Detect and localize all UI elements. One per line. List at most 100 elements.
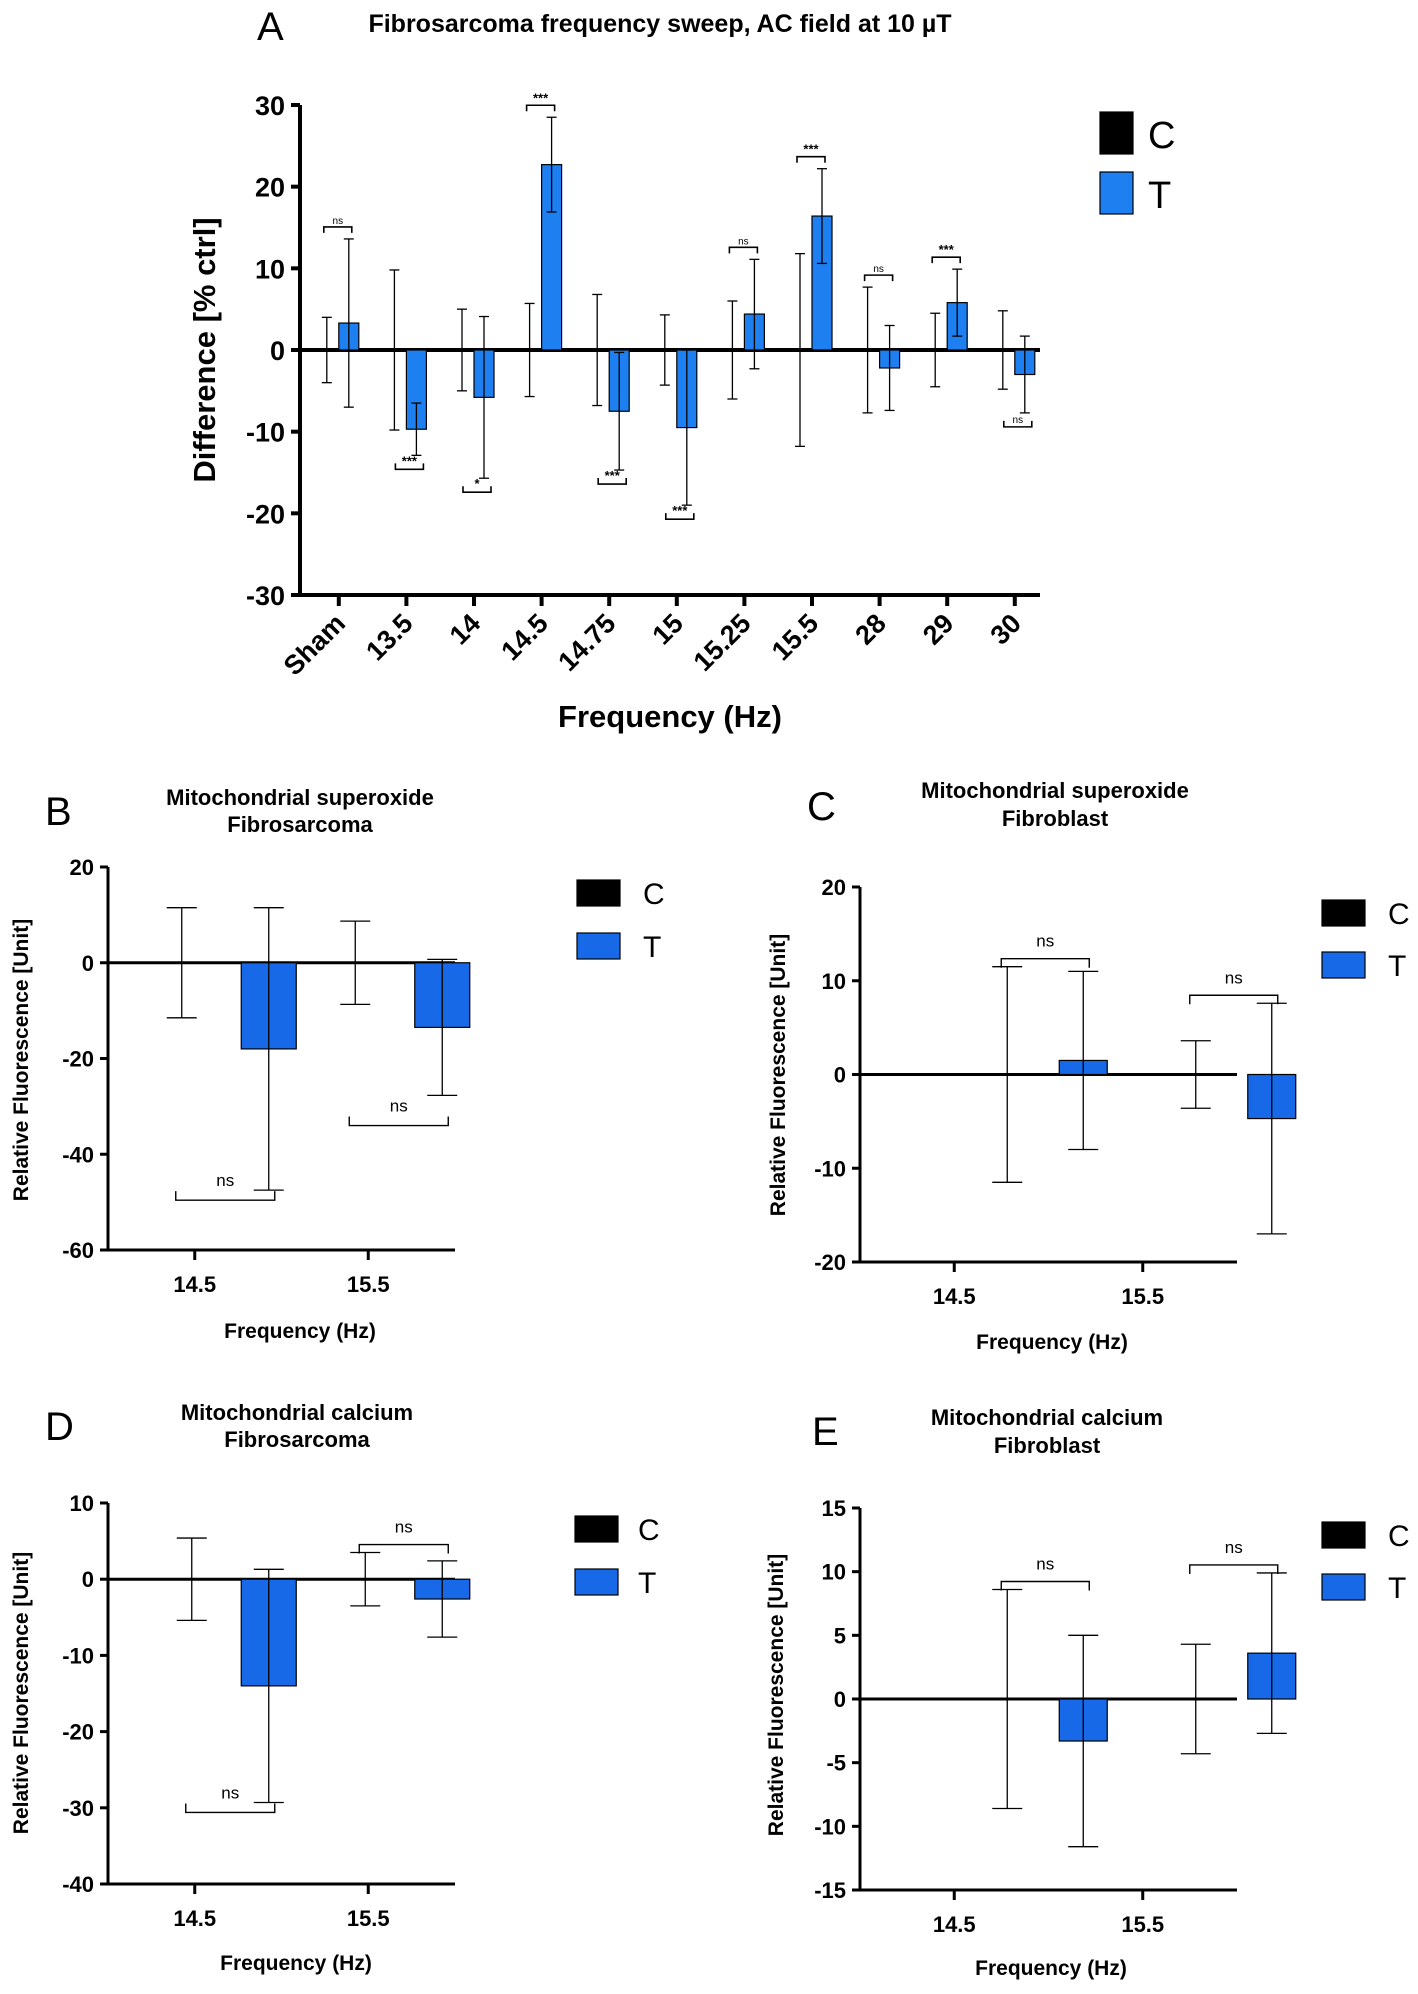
y-tick-label: -5 [826,1751,846,1776]
significance-label: ns [221,1783,239,1802]
significance-label: ns [1225,1538,1243,1557]
chart-title-line-2: Fibrosarcoma [224,1427,370,1452]
legend-label-treated: T [1388,1572,1406,1605]
significance-label: *** [402,453,418,468]
chart-title-line-2: Fibroblast [1002,806,1109,831]
x-tick-label: 29 [917,608,959,650]
significance-label: *** [803,142,819,157]
legend-label-treated: T [643,931,661,964]
chart-title: Fibrosarcoma frequency sweep, AC field a… [368,10,951,38]
y-axis-title: Relative Fluorescence [Unit] [765,1554,788,1836]
panel-a: A Fibrosarcoma frequency sweep, AC field … [187,5,1175,734]
y-tick-label: 20 [822,875,846,900]
x-axis-title: Frequency (Hz) [220,1952,372,1975]
significance-label: *** [939,242,955,257]
y-tick-label: 10 [70,1491,94,1516]
legend-label-treated: T [638,1567,656,1600]
y-tick-label: -20 [246,499,285,529]
y-tick-label: 5 [834,1623,846,1648]
y-tick-label: 10 [255,254,285,284]
significance-bracket [323,226,353,233]
y-axis-title: Difference [% ctrl] [187,217,222,482]
chart-title-line-2: Fibrosarcoma [227,812,373,837]
y-tick-label: 0 [834,1687,846,1712]
y-tick-label: -20 [814,1250,846,1275]
legend-label-treated: T [1148,175,1171,217]
legend-label-treated: T [1388,950,1406,983]
x-axis-title: Frequency (Hz) [558,699,782,734]
x-tick-label: 15.5 [347,1272,390,1297]
y-axis-title: Relative Fluorescence [Unit] [10,919,33,1201]
x-tick-label: 15.25 [688,608,757,677]
x-axis-title: Frequency (Hz) [975,1957,1127,1980]
x-tick-label: 14.5 [933,1284,976,1309]
y-tick-label: 0 [82,1567,94,1592]
significance-bracket [931,256,961,264]
y-tick-label: -20 [62,1720,94,1745]
chart-title-line-1: Mitochondrial superoxide [921,778,1189,803]
significance-label: ns [738,236,749,247]
legend-label-control: C [1388,898,1410,931]
y-tick-label: -40 [62,1872,94,1897]
x-tick-label: 13.5 [360,608,418,666]
y-tick-label: 10 [822,969,846,994]
panel-letter: A [257,5,284,49]
x-tick-label: 14.5 [173,1906,216,1931]
x-axis-title: Frequency (Hz) [224,1320,376,1343]
chart-title-line-1: Mitochondrial calcium [181,1400,413,1425]
significance-bracket [348,1116,449,1127]
y-tick-label: 10 [822,1560,846,1585]
y-tick-label: 15 [822,1496,846,1521]
legend-swatch-treated [576,932,621,960]
y-tick-label: -15 [814,1878,846,1903]
significance-label: ns [1036,932,1054,951]
significance-bracket [525,104,556,112]
legend: CT [1321,1520,1410,1605]
significance-label: ns [395,1518,413,1537]
significance-bracket [1003,420,1033,428]
significance-bracket [863,274,894,282]
panel-letter: B [45,790,72,834]
panel-c: C Mitochondrial superoxide Fibroblast 20 10 0… [767,778,1410,1354]
legend-swatch-control [1099,111,1134,155]
legend-label-control: C [643,878,665,911]
chart-title-line-2: Fibroblast [994,1433,1101,1458]
x-tick-label: 30 [985,608,1027,650]
significance-bracket [394,463,425,471]
significance-label: ns [1036,1554,1054,1573]
legend-swatch-control [1321,899,1366,927]
significance-bracket [665,513,695,520]
legend-swatch-control [1321,1521,1366,1549]
y-tick-label: 0 [82,951,94,976]
significance-bracket [796,155,826,163]
significance-bracket [1189,994,1279,1005]
panel-e: E Mitochondrial calcium Fibroblast 15 10 5 0 -5… [765,1405,1410,1980]
y-tick-label: -10 [62,1643,94,1668]
x-tick-label: 14.5 [933,1912,976,1937]
legend-swatch-treated [1321,951,1366,979]
y-tick-label: -20 [62,1047,94,1072]
significance-bracket [1000,1580,1090,1591]
significance-label: ns [333,216,344,227]
significance-bracket [1189,1564,1279,1574]
legend-swatch-control [574,1515,619,1543]
panel-letter: D [45,1405,74,1449]
legend-label-control: C [1388,1520,1410,1553]
significance-label: *** [533,90,549,105]
x-tick-label: 14.75 [552,608,621,677]
significance-label: ns [1225,968,1243,987]
x-tick-label: Sham [278,608,351,681]
x-tick-label: 15.5 [1121,1912,1164,1937]
y-tick-label: -40 [62,1142,94,1167]
y-tick-label: 20 [255,173,285,203]
y-tick-label: -60 [62,1238,94,1263]
panel-letter: C [807,785,836,829]
y-tick-label: -10 [814,1814,846,1839]
x-tick-label: 15.5 [766,608,824,666]
x-tick-label: 14.5 [173,1272,216,1297]
significance-label: *** [605,468,621,483]
significance-bracket [185,1803,276,1814]
